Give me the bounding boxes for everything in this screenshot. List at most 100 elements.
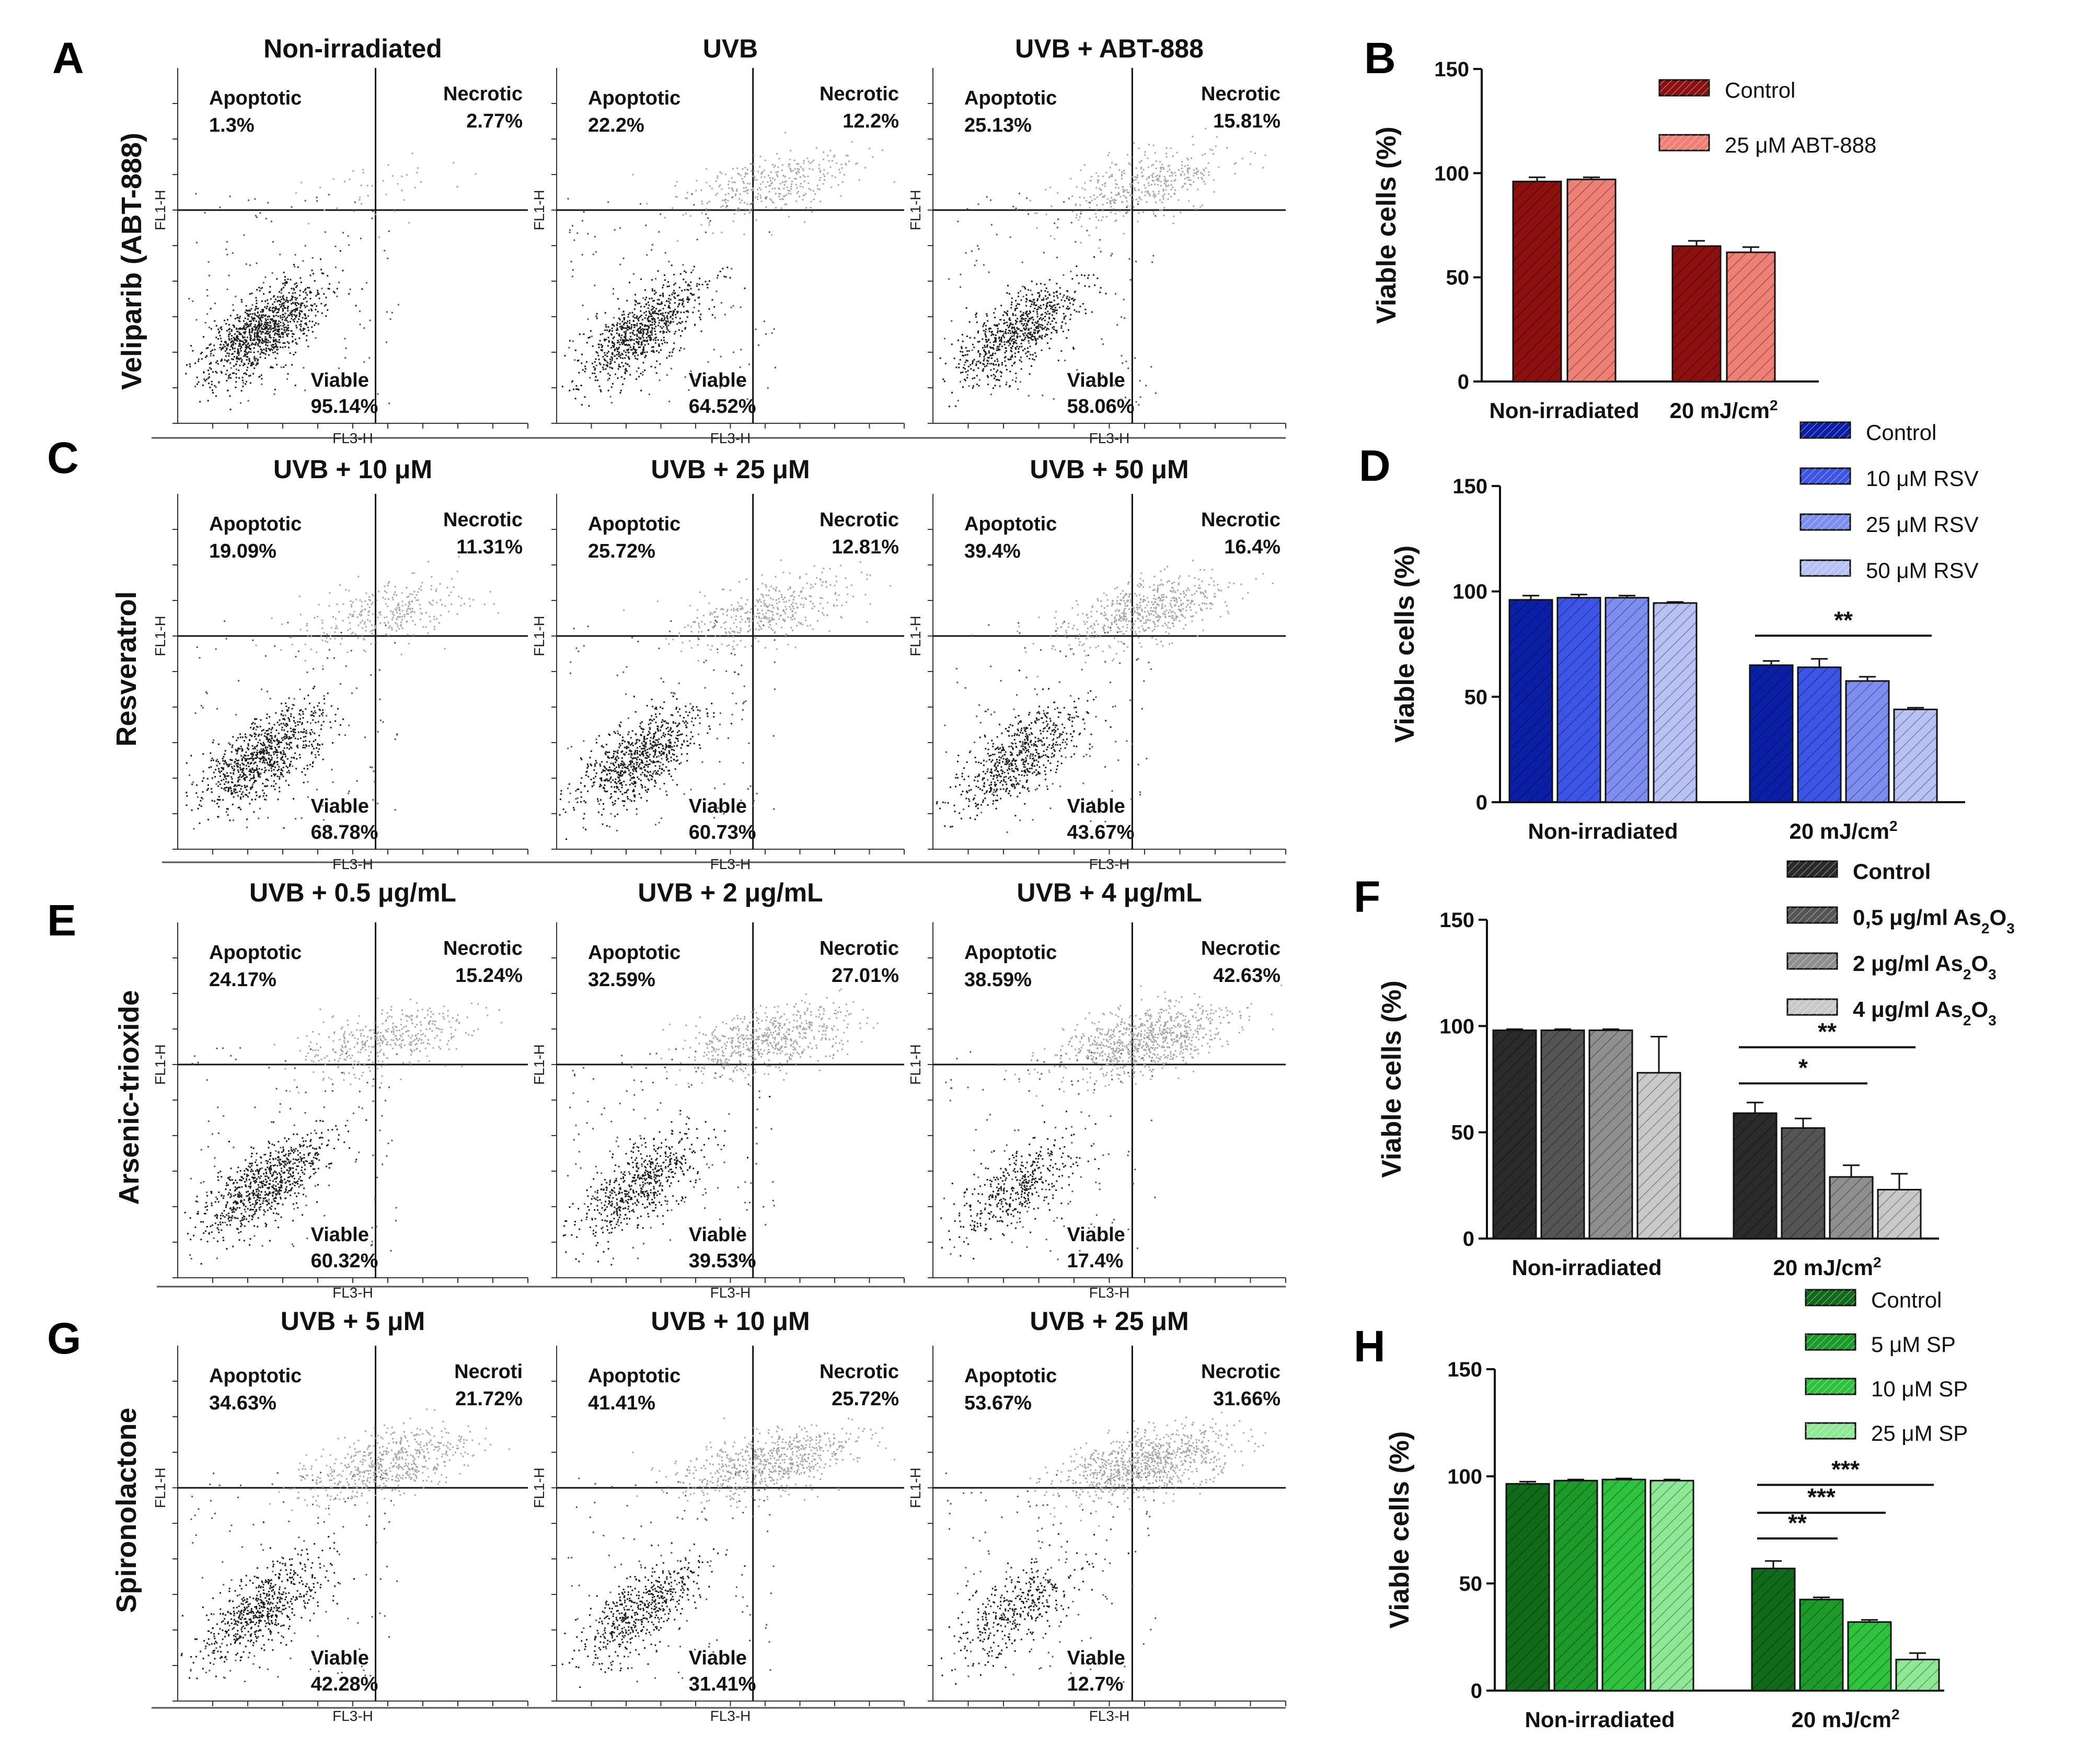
bar-y-tick-label: 0	[1471, 1680, 1482, 1703]
legend-label: Control	[1725, 78, 1795, 102]
flow-y-label: FL1-H	[907, 616, 924, 656]
bar-hatch	[1894, 709, 1937, 802]
bar-hatch	[1672, 246, 1721, 381]
necrotic-percent: 15.24%	[455, 965, 523, 987]
viable-label: Viable	[1067, 1224, 1125, 1246]
necrotic-percent: 27.01%	[832, 965, 899, 987]
bar-category-label: 20 mJ/cm2	[1791, 1706, 1899, 1732]
apoptotic-label: Apoptotic	[964, 1365, 1057, 1387]
necrotic-percent: 31.66%	[1213, 1388, 1280, 1410]
flow-panel-title: Non-irradiated	[263, 34, 442, 63]
apoptotic-percent: 53.67%	[964, 1392, 1032, 1414]
viable-label: Viable	[689, 369, 747, 391]
apoptotic-percent: 25.13%	[964, 114, 1032, 136]
bar-hatch	[1493, 1030, 1536, 1239]
legend-swatch-hatch	[1806, 1379, 1855, 1394]
apoptotic-percent: 19.09%	[209, 540, 276, 562]
necrotic-percent: 21.72%	[455, 1388, 523, 1410]
bar-y-axis-label: Viable cells (%)	[1371, 126, 1402, 324]
bar-y-tick-label: 50	[1464, 686, 1488, 709]
bar-hatch	[1734, 1113, 1776, 1239]
significance-marker: ***	[1807, 1484, 1836, 1511]
flow-y-label: FL1-H	[531, 616, 547, 656]
legend-label: 25 μM SP	[1871, 1421, 1968, 1445]
necrotic-label: Necroti	[454, 1361, 523, 1383]
flow-x-label: FL3-H	[332, 1285, 373, 1301]
apoptotic-percent: 1.3%	[209, 114, 255, 136]
bar-category-label: 20 mJ/cm2	[1789, 818, 1897, 844]
bar-hatch	[1567, 179, 1616, 381]
flow-panel-title: UVB + 2 μg/mL	[638, 878, 823, 907]
flow-y-label: FL1-H	[152, 1467, 168, 1508]
legend-label: 2 μg/ml As2O3	[1853, 951, 1997, 982]
bar-chart-d: 0 50 100 150 Viable cells (%) Non-irradiated 2…	[1390, 420, 1979, 843]
viable-percent: 12.7%	[1067, 1673, 1124, 1695]
bar-hatch	[1506, 1484, 1549, 1691]
apoptotic-percent: 25.72%	[588, 540, 655, 562]
necrotic-percent: 12.81%	[832, 536, 899, 558]
bar-category-label: 20 mJ/cm2	[1669, 397, 1778, 423]
apoptotic-percent: 32.59%	[588, 969, 655, 991]
necrotic-percent: 12.2%	[843, 110, 899, 132]
flow-panel: Non-irradiated FL3-H FL1-H Apoptotic 1.3% Nec…	[152, 34, 528, 446]
necrotic-label: Necrotic	[443, 938, 523, 959]
flow-panel-title: UVB + 50 μM	[1030, 455, 1189, 484]
panel-letter-g: G	[47, 1314, 81, 1363]
flow-y-label: FL1-H	[531, 190, 547, 230]
bar-y-tick-label: 150	[1439, 909, 1474, 932]
legend-swatch-hatch	[1787, 861, 1837, 877]
bar-hatch	[1798, 667, 1841, 802]
flow-panel-title: UVB + 10 μM	[273, 455, 432, 484]
flow-upper-population	[269, 1408, 510, 1516]
legend-label: 10 μM SP	[1871, 1377, 1968, 1401]
viable-label: Viable	[311, 1647, 369, 1669]
necrotic-percent: 15.81%	[1213, 110, 1280, 132]
bar-hatch	[1513, 181, 1561, 381]
viable-percent: 43.67%	[1067, 822, 1135, 843]
flow-panel-title: UVB + 10 μM	[651, 1306, 810, 1336]
bar-hatch	[1602, 1479, 1645, 1691]
bar-hatch	[1557, 597, 1600, 802]
legend-swatch-hatch	[1801, 514, 1850, 530]
apoptotic-percent: 41.41%	[588, 1392, 655, 1414]
necrotic-percent: 2.77%	[466, 110, 523, 132]
viable-percent: 60.32%	[311, 1250, 378, 1272]
apoptotic-label: Apoptotic	[209, 513, 302, 535]
viable-label: Viable	[689, 795, 747, 817]
bar-hatch	[1896, 1659, 1939, 1691]
panel-letter-a: A	[52, 33, 84, 83]
necrotic-percent: 42.63%	[1213, 965, 1280, 987]
panel-letter-b: B	[1364, 33, 1396, 83]
flow-upper-population	[1017, 560, 1274, 677]
flow-cytometry-panels: Non-irradiated FL3-H FL1-H Apoptotic 1.3% Nec…	[152, 34, 1286, 1724]
flow-upper-population	[623, 550, 892, 662]
flow-upper-population	[295, 153, 477, 238]
flow-x-label: FL3-H	[332, 1708, 373, 1724]
bar-y-tick-label: 0	[1476, 791, 1487, 814]
bar-category-label: Non-irradiated	[1489, 398, 1639, 423]
bar-hatch	[1637, 1072, 1680, 1239]
apoptotic-percent: 39.4%	[964, 540, 1021, 562]
apoptotic-label: Apoptotic	[588, 942, 680, 964]
flow-viable-population	[936, 669, 1112, 828]
necrotic-percent: 11.31%	[456, 536, 523, 558]
flow-x-label: FL3-H	[332, 430, 373, 446]
bar-hatch	[1782, 1128, 1825, 1239]
flow-panel-title: UVB + ABT-888	[1015, 34, 1204, 63]
legend-label: Control	[1871, 1288, 1942, 1312]
apoptotic-percent: 24.17%	[209, 969, 276, 991]
bar-category-label: Non-irradiated	[1511, 1255, 1661, 1280]
necrotic-label: Necrotic	[1201, 1361, 1280, 1383]
apoptotic-label: Apoptotic	[209, 87, 302, 109]
flow-y-label: FL1-H	[152, 616, 168, 656]
viable-label: Viable	[311, 1224, 369, 1246]
flow-upper-population	[1029, 1412, 1266, 1527]
panel-letter-h: H	[1354, 1322, 1386, 1371]
bar-hatch	[1846, 681, 1889, 802]
viable-percent: 42.28%	[311, 1673, 378, 1695]
legend-swatch-hatch	[1806, 1290, 1855, 1305]
bar-category-label: Non-irradiated	[1525, 1707, 1675, 1732]
flow-panel: UVB + 25 μM FL3-H FL1-H Apoptotic 25.72% Necr…	[531, 455, 905, 872]
bar-hatch	[1830, 1177, 1873, 1239]
bar-hatch	[1878, 1189, 1921, 1239]
